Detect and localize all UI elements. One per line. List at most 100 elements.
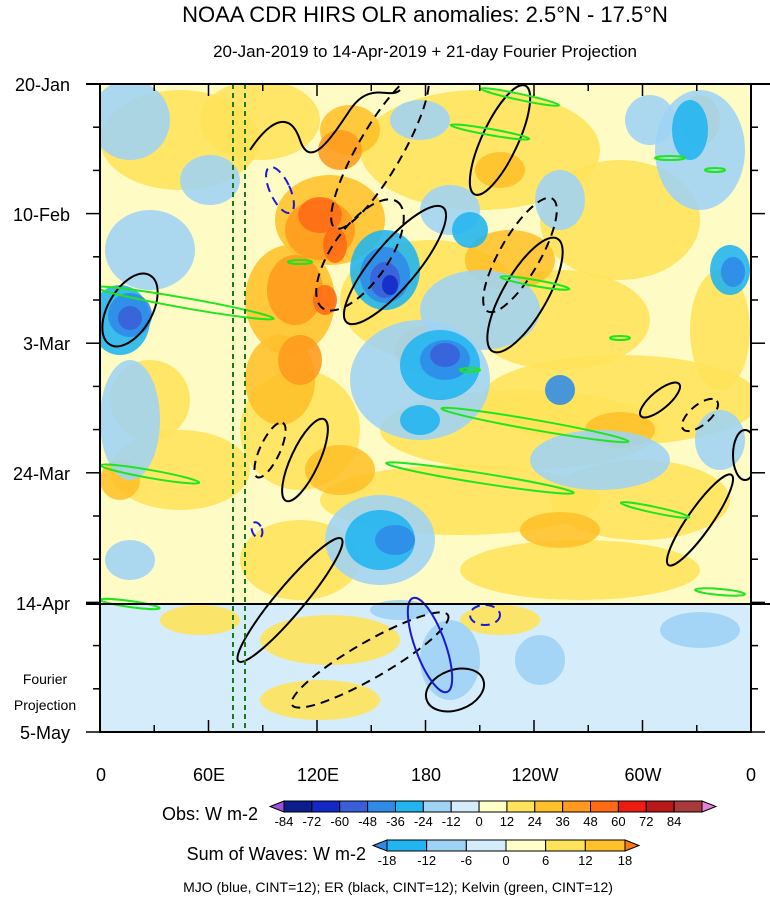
waves-colorbar-swatch xyxy=(386,839,428,852)
y-tick-label: 24-Mar xyxy=(13,464,70,484)
waves-colorbar-swatch xyxy=(545,839,586,852)
er-wave-contour xyxy=(468,84,532,196)
obs-colorbar-swatch xyxy=(617,800,647,813)
obs-colorbar-level: 36 xyxy=(555,814,569,829)
er-wave-contour xyxy=(281,417,329,503)
olr-anomaly-blob xyxy=(305,445,375,495)
kelvin-wave-contour xyxy=(694,587,746,597)
er-wave-contour xyxy=(665,473,735,567)
er-wave-contour xyxy=(486,236,564,354)
mjo-wave-contour xyxy=(406,596,454,694)
er-wave-contour xyxy=(638,381,682,419)
kelvin-wave-contour xyxy=(654,155,686,161)
er-wave-contour xyxy=(482,196,558,314)
kelvin-wave-contour xyxy=(287,259,313,265)
kelvin-wave-contour xyxy=(449,123,531,141)
er-wave-contour xyxy=(680,397,720,433)
obs-colorbar-level: 60 xyxy=(611,814,625,829)
wave-sum-blob xyxy=(660,612,740,648)
obs-colorbar-swatch xyxy=(506,800,536,813)
olr-anomaly-blob xyxy=(430,343,460,367)
obs-colorbar-swatch xyxy=(283,800,313,813)
obs-colorbar-swatch xyxy=(367,800,396,813)
mjo-wave-contour xyxy=(265,165,295,215)
olr-anomaly-blob xyxy=(475,152,525,188)
x-tick-label: 180 xyxy=(411,765,441,785)
olr-anomaly-blob xyxy=(721,257,745,287)
kelvin-wave-contour xyxy=(459,367,481,373)
obs-colorbar-swatch xyxy=(394,800,424,813)
waves-colorbar: -18 -12 -6 0 6 12 18 xyxy=(371,839,641,868)
olr-anomaly-blob xyxy=(625,95,675,145)
er-wave-contour xyxy=(101,272,159,348)
olr-anomaly-blob xyxy=(267,255,323,325)
kelvin-wave-contour xyxy=(619,501,691,519)
obs-colorbar-level: 24 xyxy=(528,814,542,829)
er-wave-contour xyxy=(732,429,751,481)
obs-colorbar-level: 0 xyxy=(475,814,482,829)
er-wave-contour xyxy=(290,611,450,709)
waves-colorbar-level: -12 xyxy=(417,853,436,868)
obs-colorbar-label: Obs: W m-2 xyxy=(162,804,258,824)
waves-colorbar-swatch xyxy=(371,839,388,852)
projection-label-line1: Fourier xyxy=(23,671,68,687)
er-wave-contour xyxy=(236,537,344,663)
er-wave-contour xyxy=(330,84,430,230)
waves-colorbar-swatch xyxy=(465,839,507,852)
er-wave-contour xyxy=(315,198,405,312)
obs-colorbar-level: -72 xyxy=(302,814,321,829)
obs-colorbar: -84 -72 -60 -48 -36 -24 -12 0 12 24 36 48 60 72 84 xyxy=(268,800,718,829)
olr-anomaly-blob xyxy=(535,170,585,230)
y-tick-label: 14-Apr xyxy=(16,594,70,614)
obs-colorbar-level: 84 xyxy=(667,814,681,829)
kelvin-wave-contour xyxy=(100,285,275,321)
obs-colorbar-swatch xyxy=(562,800,592,813)
obs-colorbar-level: -48 xyxy=(358,814,377,829)
obs-colorbar-swatch xyxy=(673,800,703,813)
obs-colorbar-level: -12 xyxy=(442,814,461,829)
obs-colorbar-level: -24 xyxy=(414,814,433,829)
obs-colorbar-swatch xyxy=(422,800,452,813)
obs-colorbar-swatch xyxy=(450,800,480,813)
olr-anomaly-blob xyxy=(100,360,160,480)
waves-colorbar-level: 18 xyxy=(618,853,632,868)
obs-colorbar-level: -60 xyxy=(330,814,349,829)
olr-anomaly-blob xyxy=(420,270,540,350)
olr-anomaly-blob xyxy=(545,375,575,405)
projection-label-line2: Projection xyxy=(14,697,76,713)
wave-sum-blob xyxy=(515,635,565,685)
obs-colorbar-level: -84 xyxy=(275,814,294,829)
waves-colorbar-swatch xyxy=(584,839,626,852)
obs-colorbar-swatch xyxy=(534,800,564,813)
olr-anomaly-blob xyxy=(278,335,322,385)
olr-anomaly-blob xyxy=(382,275,398,295)
waves-colorbar-level: 6 xyxy=(542,853,549,868)
kelvin-wave-contour xyxy=(479,87,561,107)
footer-note: MJO (blue, CINT=12); ER (black, CINT=12)… xyxy=(183,879,613,895)
y-tick-label: 3-Mar xyxy=(23,334,70,354)
obs-colorbar-swatch xyxy=(339,800,369,813)
x-tick-label: 0 xyxy=(746,765,756,785)
er-wave-contour xyxy=(249,89,401,154)
wave-sum-blob xyxy=(260,680,380,720)
y-tick-label: 10-Feb xyxy=(13,205,70,225)
obs-colorbar-level: 72 xyxy=(639,814,653,829)
x-tick-label: 120W xyxy=(511,765,558,785)
mjo-wave-contour xyxy=(469,604,501,626)
olr-anomaly-blob xyxy=(695,410,745,470)
olr-anomaly-blob xyxy=(672,100,708,160)
olr-anomaly-blob xyxy=(200,84,320,160)
obs-colorbar-swatch xyxy=(701,800,718,813)
er-wave-contour xyxy=(253,421,287,479)
wave-sum-blob xyxy=(460,605,540,635)
chart-title: NOAA CDR HIRS OLR anomalies: 2.5°N - 17.… xyxy=(182,2,668,27)
olr-anomaly-blob xyxy=(460,540,700,600)
olr-anomaly-blob xyxy=(100,84,170,160)
kelvin-wave-contour xyxy=(609,335,631,341)
olr-anomaly-blob xyxy=(323,227,347,263)
waves-colorbar-level: 12 xyxy=(578,853,592,868)
olr-anomaly-blob xyxy=(690,270,750,390)
olr-anomaly-blob xyxy=(105,210,195,290)
wave-sum-blob xyxy=(260,615,400,665)
